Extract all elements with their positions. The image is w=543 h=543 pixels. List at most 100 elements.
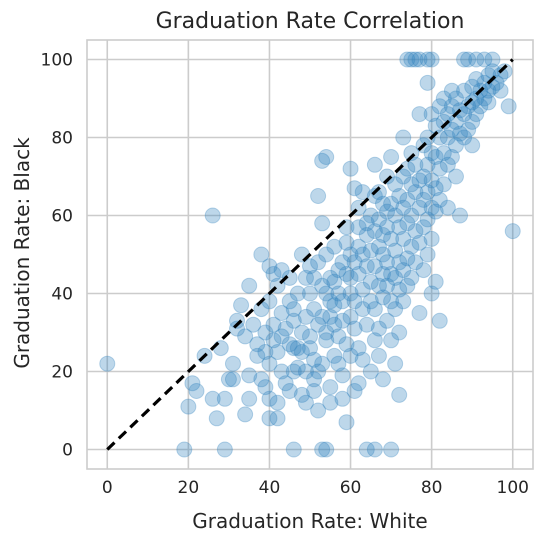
data-point (306, 351, 323, 368)
data-point (419, 246, 436, 263)
data-point (314, 215, 331, 232)
data-point (346, 180, 363, 197)
data-point (261, 355, 278, 372)
data-point (326, 238, 343, 255)
data-point (265, 316, 282, 333)
data-point (439, 199, 456, 216)
data-point (249, 347, 266, 364)
data-point (362, 273, 379, 290)
data-point (370, 184, 387, 201)
data-point (322, 269, 339, 286)
data-point (379, 312, 396, 329)
data-point (447, 90, 464, 107)
data-point (322, 308, 339, 325)
data-point (447, 168, 464, 185)
data-point (257, 344, 274, 360)
data-point (443, 82, 460, 99)
data-point (306, 269, 323, 286)
data-point (399, 215, 416, 232)
data-point (423, 230, 440, 247)
data-point (415, 262, 432, 279)
data-point (176, 441, 193, 458)
data-point (306, 383, 323, 399)
x-axis-label: Graduation Rate: White (192, 509, 427, 533)
y-tick-label: 80 (51, 129, 73, 149)
data-point (476, 90, 493, 107)
data-point (342, 269, 359, 286)
data-point (233, 297, 250, 314)
data-point (318, 441, 335, 458)
data-point (403, 207, 420, 224)
data-point (435, 113, 452, 130)
data-point (314, 441, 331, 458)
data-point (366, 188, 383, 204)
data-point (443, 121, 460, 138)
data-point (383, 195, 400, 212)
data-point (431, 191, 448, 208)
x-tick-label: 20 (178, 478, 200, 498)
data-point (338, 266, 355, 282)
data-point (411, 106, 428, 123)
data-point (366, 301, 383, 318)
data-point (403, 269, 420, 286)
data-point (285, 301, 302, 318)
data-point (354, 281, 371, 298)
y-tick-label: 0 (62, 441, 73, 461)
data-point (407, 254, 424, 271)
data-point (306, 371, 323, 388)
data-point (395, 262, 412, 279)
data-point (241, 367, 258, 384)
data-point (208, 410, 225, 427)
data-point (484, 51, 501, 68)
data-point (314, 277, 331, 294)
data-point (297, 269, 314, 286)
data-point (403, 145, 420, 162)
data-point (358, 441, 375, 458)
data-point (407, 51, 424, 68)
data-point (310, 316, 327, 333)
data-point (379, 203, 396, 220)
data-point (379, 277, 396, 294)
data-point (302, 258, 318, 275)
data-point (204, 390, 221, 407)
data-point (269, 410, 286, 427)
data-point (411, 305, 428, 321)
data-point (427, 203, 444, 220)
data-point (350, 219, 367, 236)
data-point (399, 51, 416, 68)
data-point (184, 375, 201, 392)
data-point (423, 145, 440, 162)
data-point (419, 184, 436, 201)
data-point (229, 320, 246, 337)
data-point (261, 258, 278, 275)
data-point (415, 219, 432, 236)
data-point (241, 390, 258, 407)
data-point (297, 394, 314, 411)
data-point (358, 215, 375, 232)
data-point (452, 125, 469, 142)
data-point (261, 390, 278, 407)
data-point (370, 347, 387, 364)
y-tick-labels: 0 20 40 60 80 100 (41, 51, 73, 461)
data-point (277, 375, 294, 392)
data-point (395, 293, 412, 310)
data-point (302, 328, 318, 345)
data-point (374, 289, 391, 306)
data-point (415, 191, 432, 208)
data-point (492, 82, 509, 99)
data-point (342, 246, 359, 263)
data-point (460, 51, 477, 68)
data-point (326, 316, 343, 333)
data-point (334, 367, 351, 384)
data-point (480, 94, 497, 111)
data-point (285, 441, 302, 458)
data-point (456, 51, 473, 68)
data-point (370, 277, 387, 294)
data-point (419, 129, 436, 146)
data-point (447, 137, 464, 154)
data-point (273, 363, 290, 380)
data-point (326, 273, 343, 290)
data-point (399, 250, 416, 267)
data-point (310, 254, 327, 271)
